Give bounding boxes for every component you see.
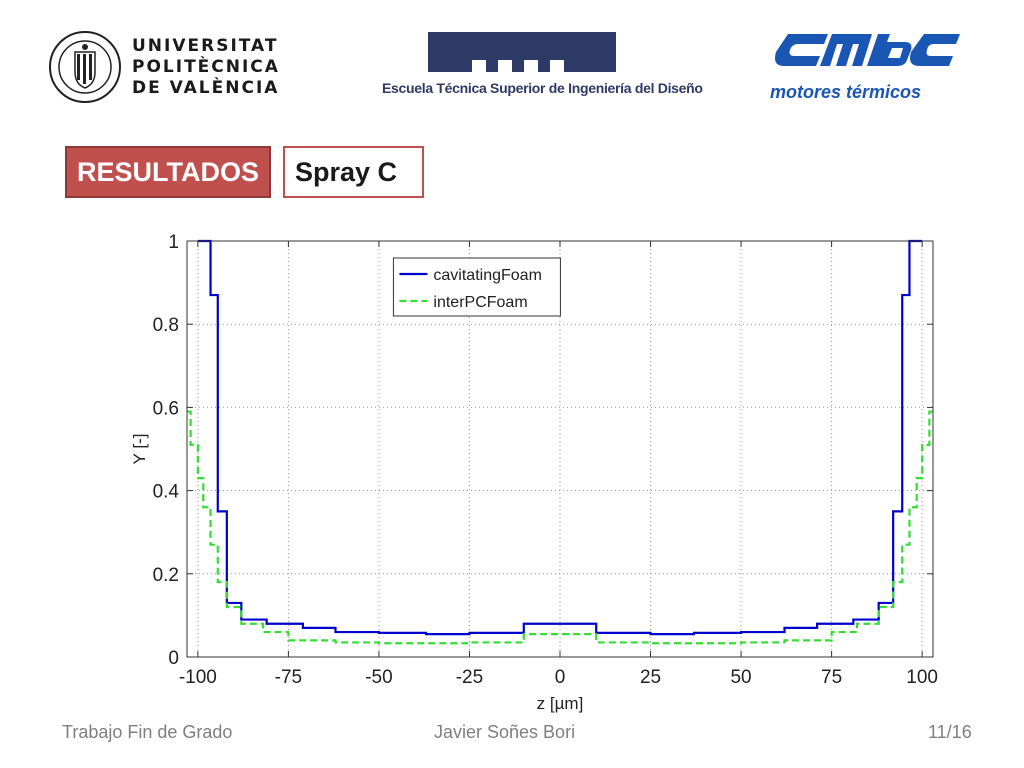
y-tick-label: 0.6 — [153, 398, 179, 419]
results-chart: -100 -75 -50 -25 0 25 50 75 100 0 0.2 0.4 0.6 0.8 1 z [… — [130, 232, 938, 713]
x-tick-label: 50 — [730, 667, 751, 688]
y-tick-label: 1 — [168, 232, 179, 253]
legend: cavitatingFoam interPCFoam — [392, 257, 561, 317]
x-axis-label: z [µm] — [537, 694, 584, 713]
etsid-name: Escuela Técnica Superior de Ingeniería d… — [382, 80, 703, 96]
upv-logo: UNIVERSITAT POLITÈCNICA DE VALÈNCIA — [48, 30, 278, 108]
y-tick-label: 0.4 — [153, 482, 180, 503]
footer-page-number: 11/16 — [928, 722, 972, 742]
y-tick-label: 0 — [168, 648, 179, 669]
footer-author: Javier Soñes Bori — [434, 722, 576, 742]
series-line-interPCFoam — [187, 410, 933, 645]
upv-line-2: POLITÈCNICA — [132, 57, 280, 77]
y-tick-label: 0.2 — [153, 565, 179, 586]
y-tick-label: 0.8 — [153, 315, 179, 336]
section-tag-spray: Spray C — [283, 146, 424, 198]
upv-seal-icon — [49, 31, 121, 103]
section-tag-resultados: RESULTADOS — [65, 146, 271, 198]
x-tick-label: 25 — [640, 667, 661, 688]
footer-project: Trabajo Fin de Grado — [62, 722, 233, 742]
x-tick-label: 0 — [555, 667, 566, 688]
upv-line-3: DE VALÈNCIA — [132, 78, 280, 98]
x-tick-label: 100 — [906, 667, 938, 688]
x-tick-label: -50 — [365, 667, 392, 688]
x-tick-label: -75 — [275, 667, 302, 688]
y-axis-label: Y [-] — [130, 434, 149, 465]
cmt-name: motores térmicos — [770, 82, 922, 102]
legend-label-interPCFoam: interPCFoam — [433, 294, 527, 311]
cmt-mark-icon — [775, 34, 960, 66]
x-tick-label: -100 — [179, 667, 217, 688]
x-tick-label: -25 — [456, 667, 483, 688]
x-tick-label: 75 — [821, 667, 842, 688]
legend-box — [392, 257, 561, 317]
upv-line-1: UNIVERSITAT — [132, 36, 279, 56]
cmt-logo: motores térmicos — [770, 30, 960, 102]
etsid-logo: Escuela Técnica Superior de Ingeniería d… — [382, 32, 703, 104]
etsid-mark-icon — [428, 32, 616, 72]
legend-label-cavitatingFoam: cavitatingFoam — [433, 267, 542, 284]
